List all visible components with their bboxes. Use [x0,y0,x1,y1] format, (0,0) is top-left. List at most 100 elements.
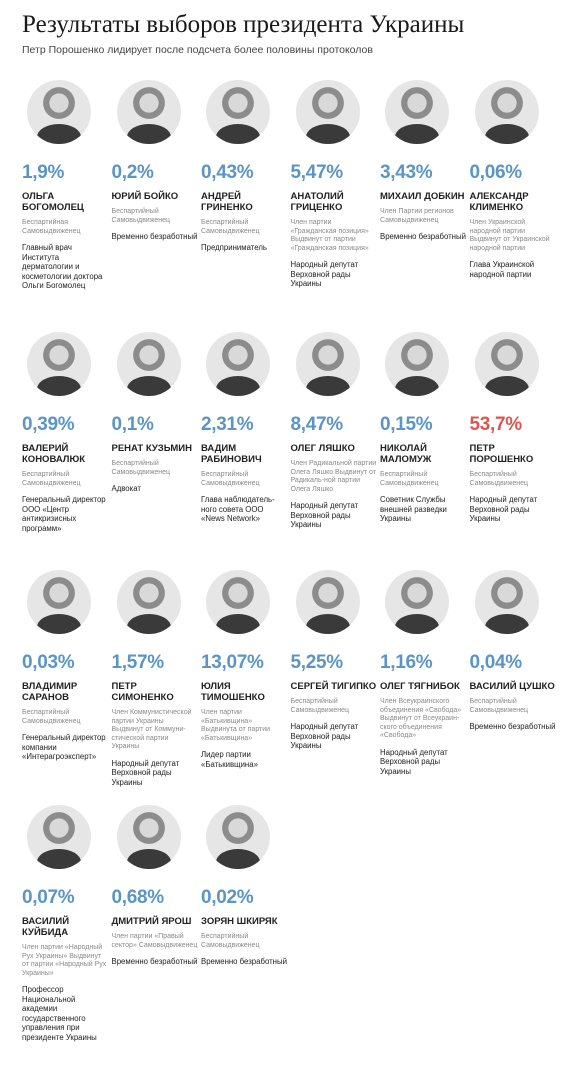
candidate-name: Вадим Рабинович [201,443,262,465]
candidate-occupation: Главный врач Института дерматологии и ко… [22,243,103,290]
candidate-party: Член партии «Народный Рух Украины» Выдви… [22,944,107,977]
candidate-card: 1,16% Олег Тягнибок Член Всеукраинского об… [380,570,466,776]
candidate-party: Беспартийный Самовыдвиженец [201,219,260,235]
candidate-occupation: Генеральный директор ООО «Центр антикриз… [22,495,106,533]
candidate-occupation: Временно безработный [111,232,198,241]
candidate-name: Петр Симоненко [111,681,174,703]
candidate-photo [116,805,181,869]
candidate-party: Беспартийная Самовыдвиженец [22,219,81,235]
candidate-name: Олег Ляшко [290,443,355,454]
candidate-occupation: Глава Украинской народной партии [469,260,535,279]
candidate-photo [27,570,91,634]
candidate-card: 0,39% Валерий Коновалюк Беспартийный Самов… [22,332,108,533]
candidate-party: Беспартийный Самовыдвиженец [469,471,529,487]
candidate-occupation: Временно безработный [201,957,287,966]
candidate-photo [295,80,360,144]
candidate-photo [116,332,181,396]
candidate-photo [474,570,539,634]
candidate-occupation: Народный депутат Верховной рады Украины [111,758,180,787]
candidate-photo [206,80,270,144]
candidate-card: 8,47% Олег Ляшко Член Радикальной партии О… [291,332,377,530]
candidate-name: Зорян Шкиряк [201,916,278,927]
candidate-name: Сергей Тигипко [290,681,377,692]
candidate-photo [206,805,270,869]
candidate-occupation: Народный депутат Верховной рады Украины [380,747,448,776]
candidate-photo [206,332,270,396]
candidate-photo [27,332,91,396]
candidate-name: Владимир Саранов [22,681,78,703]
candidate-card: 0,68% Дмитрий Ярош Член партии «Правый сек… [112,805,198,967]
candidate-party: Беспартийный Самовыдвиженец [22,471,81,487]
candidate-card: 13,07% Юлия Тимошенко Член партии «Батькив… [201,570,287,769]
candidate-name: Олег Тягнибок [380,681,460,692]
candidate-photo [295,332,360,396]
candidate-percent: 0,02% [201,887,254,908]
candidate-percent: 53,7% [469,414,523,435]
candidate-photo [116,570,181,634]
candidate-card: 0,03% Владимир Саранов Беспартийный Самовы… [22,570,108,762]
candidate-percent: 0,68% [111,887,165,908]
candidate-percent: 5,47% [290,162,344,183]
candidate-name: Дмитрий Ярош [111,916,192,927]
candidate-photo [385,80,449,144]
candidate-percent: 1,57% [111,652,165,673]
candidate-party: Беспартийный Самовыдвиженец [290,698,350,714]
candidate-photo [206,570,270,634]
candidate-party: Член Всеукраинского объединения «Свобода… [380,698,462,739]
candidate-card: 0,06% Александр Клименко Член Украинской н… [470,80,556,279]
candidate-party: Член Радикальной партии Олега Ляшко Выдв… [290,460,377,493]
candidate-occupation: Народный депутат Верховной рады Украины [290,722,359,750]
candidate-name: Михаил Добкин [380,191,465,202]
candidate-percent: 1,16% [380,652,433,673]
candidate-card: 0,2% Юрий Бойко Беспартийный Самовыдвижене… [112,80,198,242]
candidate-photo [474,80,539,144]
candidate-percent: 0,1% [111,414,154,435]
candidate-occupation: Народный депутат Верховной рады Украины [290,501,359,529]
candidate-card: 53,7% Петр Порошенко Беспартийный Самовыдв… [470,332,556,524]
candidate-occupation: Временно безработный [380,232,466,241]
candidate-card: 0,02% Зорян Шкиряк Беспартийный Самовыдвиж… [201,805,287,967]
candidate-percent: 8,47% [290,414,344,435]
candidate-percent: 0,39% [22,414,75,435]
candidate-party: Член Коммунистической партии Украины Выд… [111,709,192,750]
candidate-occupation: Предприниматель [201,243,267,252]
candidate-name: Василий Куйбида [22,916,70,938]
candidate-party: Член Партии регионов Самовыдвиженец [380,208,454,224]
candidate-percent: 3,43% [380,162,433,183]
candidate-name: Ольга Богомолец [22,191,84,213]
candidate-name: Петр Порошенко [469,443,534,465]
page-subtitle: Петр Порошенко лидирует после подсчета б… [22,44,373,56]
candidate-photo [474,332,539,396]
candidate-card: 2,31% Вадим Рабинович Беспартийный Самовыд… [201,332,287,524]
candidate-percent: 0,04% [469,652,523,673]
candidate-photo [385,570,449,634]
candidate-party: Беспартийный Самовыдвиженец [469,698,529,714]
candidate-party: Беспартийный Самовыдвиженец [380,471,439,487]
candidate-occupation: Народный депутат Верховной рады Украины [290,260,359,288]
candidate-party: Беспартийный Самовыдвиженец [201,933,260,949]
candidate-percent: 1,9% [22,162,65,183]
candidate-percent: 0,2% [111,162,154,183]
candidate-name: Александр Клименко [469,191,529,213]
candidate-name: Анатолий Гриценко [290,191,344,213]
candidate-percent: 0,07% [22,887,75,908]
candidate-occupation: Профессор Национальной академии государс… [22,985,97,1042]
candidate-card: 5,47% Анатолий Гриценко Член партии «Гражд… [291,80,377,289]
candidate-occupation: Советник Службы внешней разведки Украины [380,495,447,523]
candidate-party: Беспартийный Самовыдвиженец [201,471,260,487]
candidate-photo [27,80,91,144]
candidate-occupation: Адвокат [111,484,141,493]
candidate-occupation: Глава наблюдатель-ного совета ООО «News … [201,495,275,523]
candidate-card: 1,9% Ольга Богомолец Беспартийная Самовыдв… [22,80,108,291]
candidate-percent: 5,25% [290,652,344,673]
candidate-card: 1,57% Петр Симоненко Член Коммунистической… [112,570,198,787]
candidate-card: 5,25% Сергей Тигипко Беспартийный Самовыдв… [291,570,377,751]
candidate-party: Беспартийный Самовыдвиженец [111,460,171,476]
candidate-percent: 0,06% [469,162,523,183]
candidate-name: Юлия Тимошенко [201,681,265,703]
candidate-card: 0,07% Василий Куйбида Член партии «Народны… [22,805,108,1042]
header: Результаты выборов президента Украины Пе… [22,10,552,57]
candidate-occupation: Генеральный директор компании «Интерагро… [22,733,106,761]
candidate-percent: 2,31% [201,414,254,435]
candidate-photo [295,570,360,634]
